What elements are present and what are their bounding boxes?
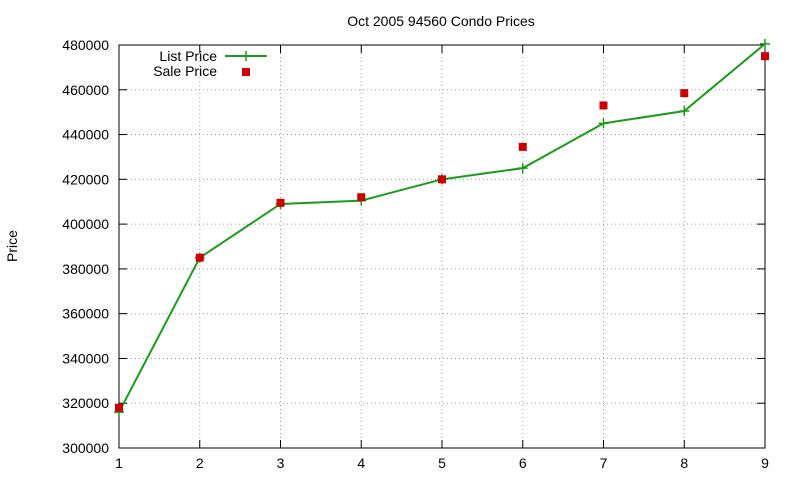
x-tick-label: 6 — [519, 455, 527, 471]
x-tick-label: 9 — [761, 455, 769, 471]
x-tick-label: 2 — [196, 455, 204, 471]
x-tick-label: 5 — [438, 455, 446, 471]
data-point-square — [438, 175, 446, 184]
chart-title: Oct 2005 94560 Condo Prices — [347, 13, 535, 29]
y-tick-label: 420000 — [62, 171, 109, 187]
data-point-square — [115, 403, 123, 412]
plot-frame — [118, 44, 766, 449]
y-tick-label: 480000 — [62, 37, 109, 53]
legend-label-sale-price: Sale Price — [153, 63, 217, 79]
data-point-plus — [679, 106, 690, 117]
data-point-plus — [760, 38, 770, 49]
x-tick-label: 8 — [680, 455, 688, 471]
y-axis-label: Price — [4, 230, 20, 262]
x-tick-label: 3 — [277, 455, 285, 471]
x-tick-label: 4 — [357, 455, 365, 471]
y-tick-label: 440000 — [62, 127, 109, 143]
data-point-square — [761, 52, 769, 61]
data-point-plus — [598, 118, 609, 129]
data-point-square — [276, 198, 285, 207]
y-tick-label: 380000 — [62, 261, 109, 277]
series-sale-price — [115, 52, 769, 412]
legend-sample-square — [242, 68, 250, 76]
legend: List Price Sale Price — [153, 48, 267, 79]
series-line — [118, 43, 766, 413]
data-series — [114, 38, 770, 418]
y-tick-label: 340000 — [62, 350, 109, 366]
data-point-square — [680, 89, 689, 98]
x-tick-label: 7 — [600, 455, 608, 471]
data-point-square — [518, 142, 527, 151]
y-tick-label: 320000 — [62, 395, 109, 411]
y-tick-label: 400000 — [62, 216, 109, 232]
y-tick-label: 300000 — [62, 440, 109, 456]
legend-sample-plus — [241, 51, 251, 61]
data-point-square — [195, 253, 204, 262]
data-point-plus — [517, 163, 528, 174]
axes: 300000 320000 340000 360000 380000 400000 4200… — [62, 37, 769, 471]
data-point-square — [599, 101, 608, 110]
series-list-price — [114, 38, 770, 418]
data-point-square — [357, 193, 366, 202]
legend-label-list-price: List Price — [159, 48, 217, 64]
y-tick-label: 460000 — [62, 82, 109, 98]
x-tick-label: 1 — [115, 455, 123, 471]
y-tick-label: 360000 — [62, 306, 109, 322]
